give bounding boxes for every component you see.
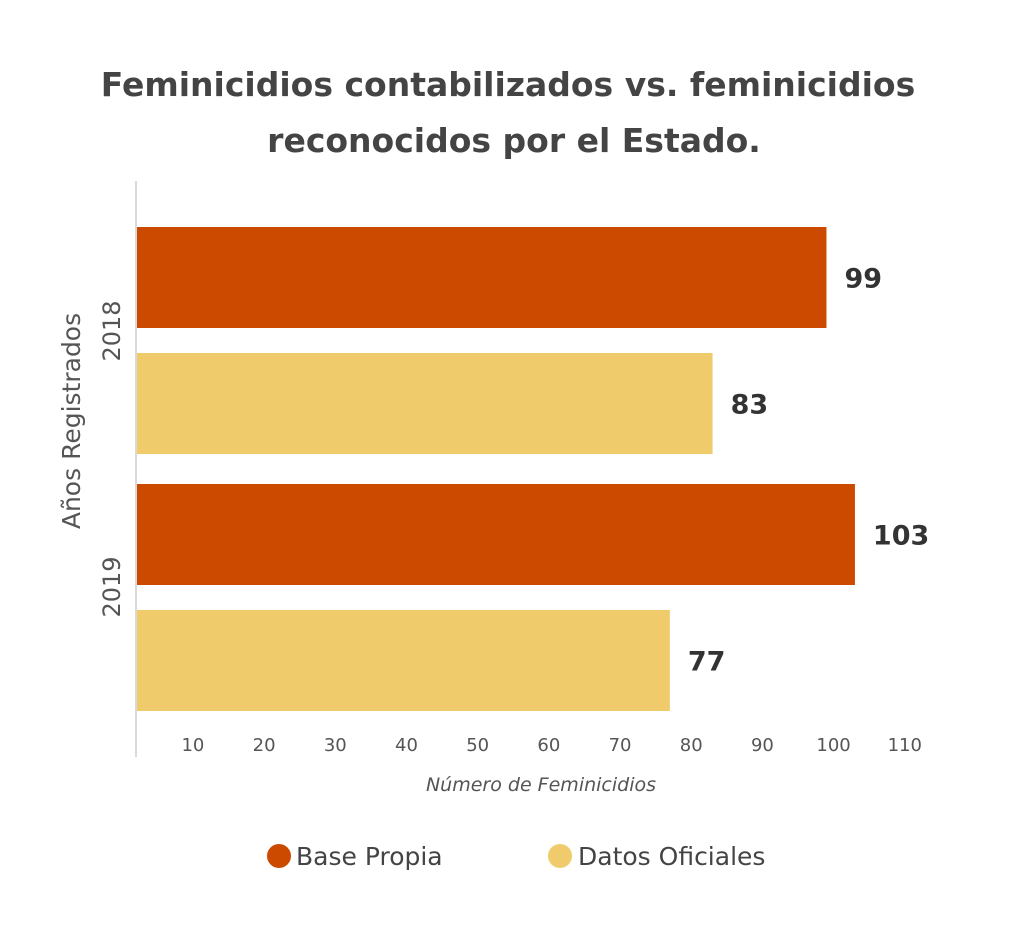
legend-label-base-propia: Base Propia: [296, 842, 443, 871]
x-tick-label-90: 90: [751, 735, 774, 756]
x-tick-labels: 10 20 30 40 50 60 70 80 90 100 110: [181, 735, 921, 756]
value-label-2018-base-propia: 99: [844, 264, 882, 295]
x-tick-label-30: 30: [324, 735, 347, 756]
x-tick-label-20: 20: [253, 735, 276, 756]
legend-swatch-datos-oficiales: [548, 844, 572, 868]
legend: Base Propia Datos Oficiales: [267, 842, 765, 871]
value-labels-group: 99 83 103 77: [688, 264, 929, 678]
x-tick-label-100: 100: [816, 735, 850, 756]
category-label-2019: 2019: [98, 556, 126, 617]
y-axis-label: Años Registrados: [57, 313, 86, 529]
x-axis-label: Número de Feminicidios: [426, 774, 656, 796]
x-tick-label-110: 110: [888, 735, 922, 756]
x-tick-label-10: 10: [181, 735, 204, 756]
value-label-2019-datos-oficiales: 77: [688, 647, 726, 678]
x-tick-label-70: 70: [609, 735, 632, 756]
legend-swatch-base-propia: [267, 844, 291, 868]
chart-title-line-1: Feminicidios contabilizados vs. feminici…: [101, 65, 915, 104]
bar-2018-base-propia: [136, 227, 827, 328]
bar-2018-datos-oficiales: [136, 353, 713, 454]
bar-2019-datos-oficiales: [136, 610, 670, 711]
x-tick-label-50: 50: [466, 735, 489, 756]
x-tick-label-40: 40: [395, 735, 418, 756]
legend-label-datos-oficiales: Datos Oficiales: [578, 842, 765, 871]
bars-group: [136, 227, 855, 711]
value-label-2018-datos-oficiales: 83: [731, 390, 769, 421]
chart-title-line-2: reconocidos por el Estado.: [267, 121, 761, 160]
x-tick-label-80: 80: [680, 735, 703, 756]
value-label-2019-base-propia: 103: [873, 521, 929, 552]
x-tick-label-60: 60: [537, 735, 560, 756]
bar-2019-base-propia: [136, 484, 855, 585]
category-label-2018: 2018: [98, 300, 126, 361]
